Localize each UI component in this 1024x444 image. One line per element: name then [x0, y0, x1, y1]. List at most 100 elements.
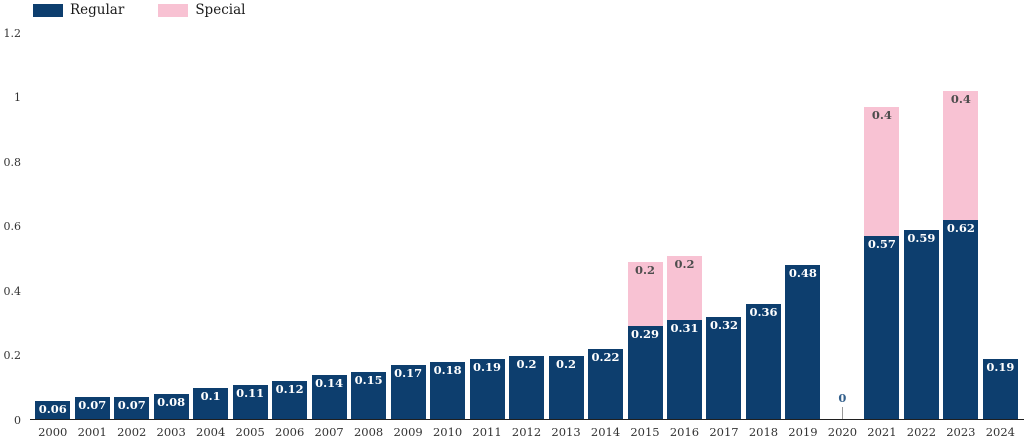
bar-group-2023: 0.4 0.62: [941, 33, 980, 420]
x-tick-label-2008: 2008: [353, 425, 384, 439]
legend-item-regular: Regular: [33, 2, 125, 18]
bar-segment-regular: 0.31: [666, 320, 702, 420]
bar-group-2001: 0.07: [72, 33, 111, 420]
bar-value-label-regular: 0.36: [749, 304, 778, 319]
bar-value-label-special: 0.4: [950, 92, 971, 107]
bar-segment-regular: 0.19: [469, 358, 505, 420]
y-tick-label: 0.8: [3, 155, 22, 169]
bar-stack: 0.08: [153, 394, 189, 420]
bar-group-2003: 0.08: [151, 33, 190, 420]
bar-segment-regular: 0.07: [74, 397, 110, 420]
bar-group-2020: 0: [823, 33, 862, 420]
bar-value-label-regular: 0.32: [709, 317, 738, 332]
bar-stack: 0.12: [272, 381, 308, 420]
x-tick-label-2016: 2016: [669, 425, 700, 439]
x-tick-label-2011: 2011: [472, 425, 502, 439]
legend-label-regular: Regular: [70, 2, 125, 18]
bar-group-2012: 0.2: [507, 33, 546, 420]
bar-segment-regular: 0.07: [114, 397, 150, 420]
bar-stack: 0.59: [903, 229, 939, 420]
y-tick-label: 0.4: [3, 284, 22, 298]
bar-value-label-regular: 0.1: [200, 388, 221, 403]
bar-segment-regular: 0.48: [785, 265, 821, 420]
bar-stack: 0.22: [588, 349, 624, 420]
bar-segment-regular: 0.19: [982, 358, 1018, 420]
bar-value-label-regular: 0.07: [78, 398, 107, 413]
bar-value-label-regular: 0.07: [117, 398, 146, 413]
bar-value-label-special: 0.2: [674, 256, 695, 271]
bar-segment-special: 0.4: [943, 91, 979, 221]
bar-segment-regular: 0.22: [588, 349, 624, 420]
x-tick-label-2020: 2020: [827, 425, 858, 439]
zero-marker-tick: [841, 407, 843, 420]
bar-value-label-special: 0.2: [634, 262, 655, 277]
bar-segment-special: 0.2: [627, 261, 663, 327]
bar-stack: 0.2: [548, 355, 584, 420]
bar-group-2009: 0.17: [388, 33, 427, 420]
bar-stack: 0.19: [469, 358, 505, 420]
bar-stack: 0.2 0.31: [666, 255, 702, 420]
y-tick-label: 1: [14, 91, 21, 104]
x-tick-label-2010: 2010: [432, 425, 463, 439]
x-tick-label-2005: 2005: [235, 425, 265, 439]
bar-stack: 0.2 0.29: [627, 261, 663, 420]
bar-stack: 0.19: [982, 358, 1018, 420]
bar-stack: 0.11: [232, 384, 268, 420]
x-axis-tick-labels: 2000 2001 2002 2003 2004 2005 2006 2007 2008 2009…: [33, 420, 1020, 444]
y-tick-label: 1.2: [3, 26, 22, 40]
legend-swatch-special-icon: [158, 4, 189, 18]
bar-segment-regular: 0.36: [745, 303, 781, 420]
bar-segment-regular: 0.2: [548, 355, 584, 420]
bar-stack: 0.32: [706, 316, 742, 420]
bar-value-label-regular: 0.15: [354, 372, 383, 387]
bar-stack: 0.4 0.62: [943, 91, 979, 420]
bar-segment-regular: 0.12: [272, 381, 308, 420]
bar-group-2010: 0.18: [428, 33, 467, 420]
x-tick-label-2001: 2001: [77, 425, 107, 439]
bar-segment-regular: 0.15: [351, 371, 387, 420]
x-tick-label-2000: 2000: [38, 425, 68, 439]
x-axis-line: [30, 419, 1024, 420]
bar-stack: 0.36: [745, 303, 781, 420]
legend-label-special: Special: [195, 2, 246, 18]
x-tick-label-2019: 2019: [788, 425, 818, 439]
bar-group-2004: 0.1: [191, 33, 230, 420]
bar-stack: 0.48: [785, 265, 821, 420]
bar-value-label-zero: 0: [838, 390, 847, 405]
bar-value-label-regular: 0.18: [433, 362, 462, 377]
bar-group-2014: 0.22: [586, 33, 625, 420]
x-tick-label-2007: 2007: [314, 425, 344, 439]
bar-group-2022: 0.59: [902, 33, 941, 420]
bar-stack: 0.1: [193, 387, 229, 420]
bar-group-2002: 0.07: [112, 33, 151, 420]
bar-segment-special: 0.2: [666, 255, 702, 321]
bar-group-2013: 0.2: [546, 33, 585, 420]
bar-segment-regular: 0.06: [35, 400, 71, 420]
bar-group-2024: 0.19: [981, 33, 1020, 420]
legend: Regular Special: [33, 2, 246, 18]
bar-value-label-regular: 0.2: [516, 356, 537, 371]
bar-stack: 0.07: [114, 397, 150, 420]
bar-segment-regular: 0.59: [903, 229, 939, 420]
bar-value-label-regular: 0.31: [670, 321, 699, 336]
bar-stack: 0.18: [430, 361, 466, 420]
bar-segment-regular: 0.11: [232, 384, 268, 420]
bar-segment-special: 0.4: [864, 107, 900, 237]
bar-group-2007: 0.14: [309, 33, 348, 420]
bar-group-2019: 0.48: [783, 33, 822, 420]
bar-value-label-regular: 0.08: [157, 395, 186, 410]
x-tick-label-2004: 2004: [196, 425, 226, 439]
bar-group-2006: 0.12: [270, 33, 309, 420]
bar-value-label-regular: 0.12: [275, 382, 304, 397]
x-tick-label-2021: 2021: [867, 425, 897, 439]
y-tick-label: 0.6: [3, 220, 22, 233]
bar-value-label-regular: 0.14: [315, 375, 344, 390]
bar-group-2021: 0.4 0.57: [862, 33, 901, 420]
bar-segment-regular: 0.17: [390, 365, 426, 420]
bar-segment-regular: 0.32: [706, 316, 742, 420]
bar-value-label-regular: 0.2: [556, 356, 577, 371]
y-tick-label: 0: [14, 413, 21, 427]
bar-value-label-regular: 0.22: [591, 350, 620, 365]
bar-stack: 0.17: [390, 365, 426, 420]
x-tick-label-2015: 2015: [630, 425, 660, 439]
